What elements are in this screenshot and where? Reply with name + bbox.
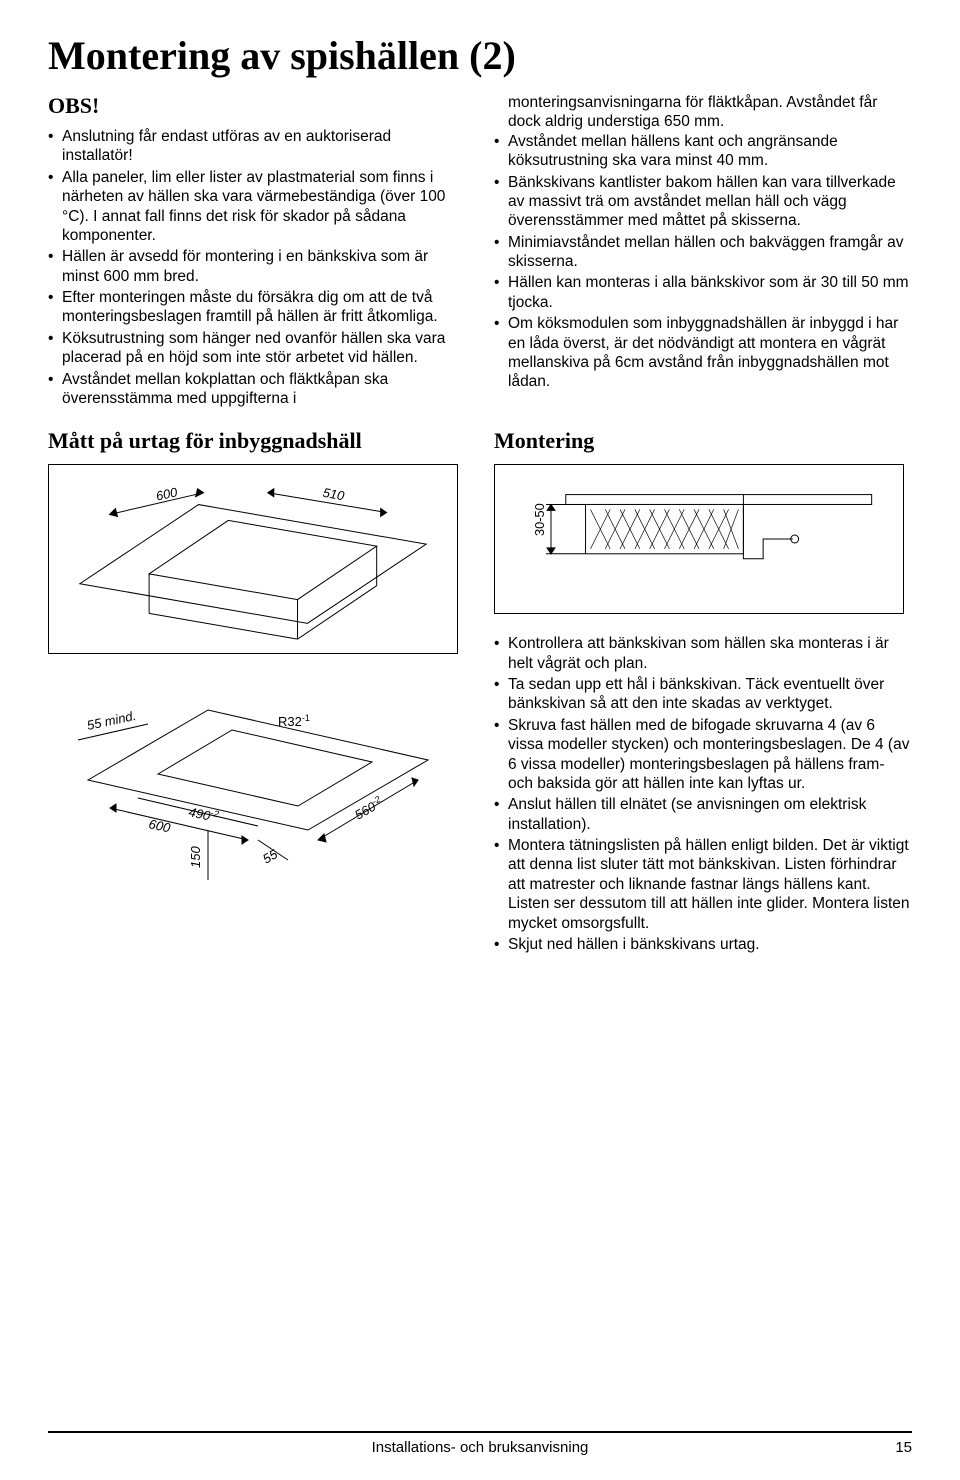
cutout-heading: Mått på urtag för inbyggnadshäll [48, 428, 466, 454]
list-item: Anslut hällen till elnätet (se anvisning… [494, 795, 912, 834]
page-title: Montering av spishällen (2) [48, 32, 912, 79]
obs-bullets-left: Anslutning får endast utföras av en aukt… [48, 127, 466, 408]
dim-490: 490-2 [187, 804, 219, 826]
list-item: Alla paneler, lim eller lister av plastm… [48, 168, 466, 246]
list-item: Köksutrustning som hänger ned ovanför hä… [48, 329, 466, 368]
dim-55: 55 [260, 846, 281, 867]
right-column: monteringsanvisningarna för fläktkåpan. … [494, 93, 912, 410]
list-item: Avståndet mellan kokplattan och fläktkåp… [48, 370, 466, 409]
list-item: Om köksmodulen som inbyggnadshällen är i… [494, 314, 912, 392]
bottom-columns: Mått på urtag för inbyggnadshäll [48, 428, 912, 956]
mounting-diagram: 30-50 [494, 464, 904, 614]
footer-text: Installations- och bruksanvisning [48, 1439, 912, 1456]
list-item: Minimiavståndet mellan hällen och bakväg… [494, 233, 912, 272]
list-item: Hällen är avsedd för montering i en bänk… [48, 247, 466, 286]
top-columns: OBS! Anslutning får endast utföras av en… [48, 93, 912, 410]
dim-55-mind: 55 mind. [86, 708, 138, 733]
cutout-column: Mått på urtag för inbyggnadshäll [48, 428, 466, 956]
dim-150: 150 [188, 846, 203, 868]
left-column: OBS! Anslutning får endast utföras av en… [48, 93, 466, 410]
dim-r32: R32-1 [278, 713, 310, 729]
list-item: Efter monteringen måste du försäkra dig … [48, 288, 466, 327]
obs-bullets-right: Avståndet mellan hällens kant och angrän… [494, 132, 912, 392]
list-item: Hällen kan monteras i alla bänkskivor so… [494, 273, 912, 312]
cutout-bottom-diagram: 55 mind. R32-1 600 490-2 560-2 55 150 [48, 670, 458, 890]
dim-600b: 600 [147, 817, 172, 836]
list-item: Anslutning får endast utföras av en aukt… [48, 127, 466, 166]
list-item: Avståndet mellan hällens kant och angrän… [494, 132, 912, 171]
list-item: Skruva fast hällen med de bifogade skruv… [494, 716, 912, 794]
dim-510: 510 [322, 485, 347, 504]
obs-heading: OBS! [48, 93, 466, 119]
dim-560: 560-2 [352, 794, 386, 823]
list-item: Kontrollera att bänkskivan som hällen sk… [494, 634, 912, 673]
list-item: Skjut ned hällen i bänkskivans urtag. [494, 935, 912, 954]
mounting-heading: Montering [494, 428, 912, 454]
mounting-bullets: Kontrollera att bänkskivan som hällen sk… [494, 634, 912, 954]
list-item: Bänkskivans kantlister bakom hällen kan … [494, 173, 912, 231]
dim-thickness: 30-50 [532, 504, 547, 537]
continuation-text: monteringsanvisningarna för fläktkåpan. … [494, 93, 912, 132]
cutout-top-diagram: 600 510 [48, 464, 458, 654]
dim-600: 600 [155, 484, 180, 503]
list-item: Montera tätningslisten på hällen enligt … [494, 836, 912, 933]
page-footer: Installations- och bruksanvisning 15 [48, 1431, 912, 1456]
mounting-column: Montering [494, 428, 912, 956]
page-number: 15 [895, 1439, 912, 1456]
list-item: Ta sedan upp ett hål i bänkskivan. Täck … [494, 675, 912, 714]
